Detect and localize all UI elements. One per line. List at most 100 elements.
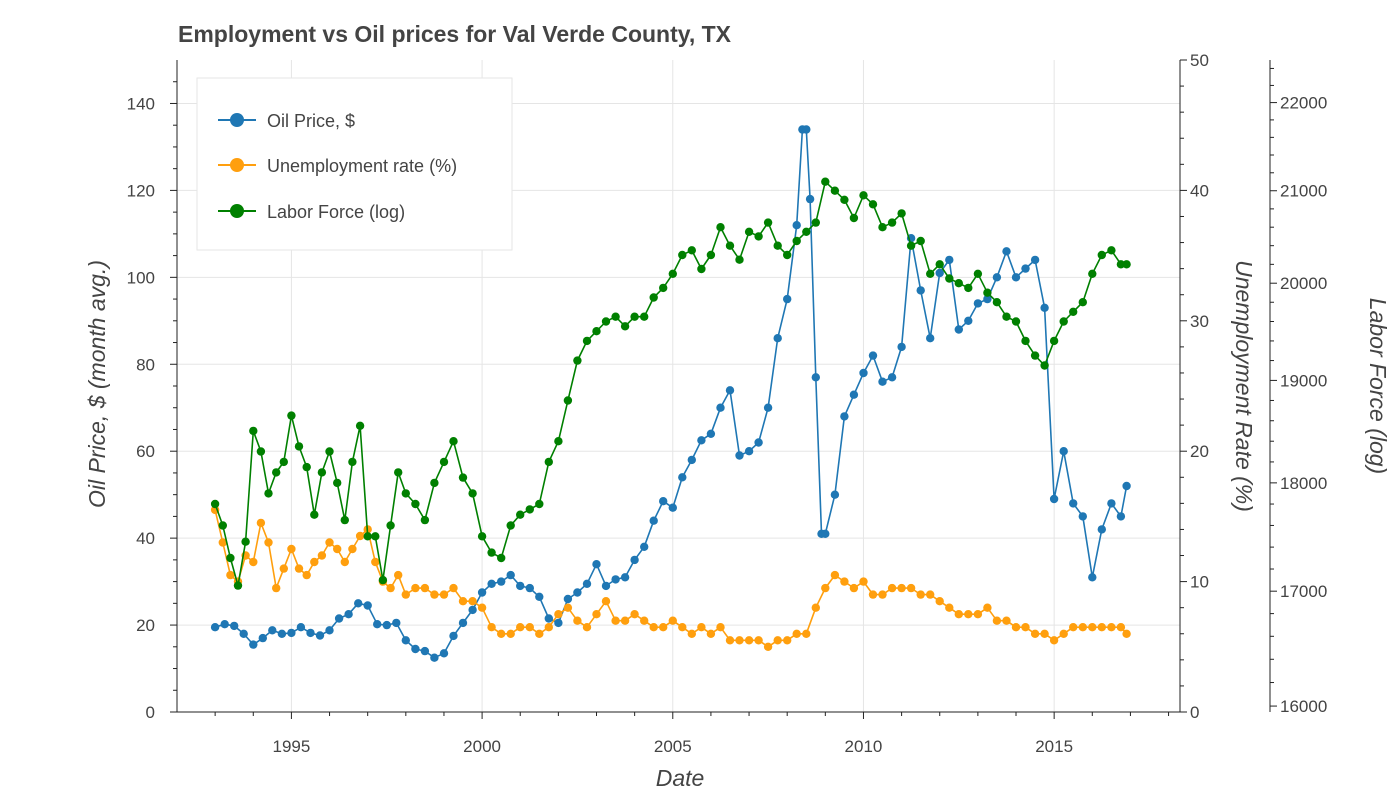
data-point-oil-price (659, 497, 668, 506)
data-point-oil-price (592, 560, 601, 569)
data-point-oil-price (859, 368, 868, 378)
data-point-oil-price (1059, 447, 1068, 456)
data-point-oil-price (1097, 525, 1107, 534)
data-point-labor-force (544, 457, 553, 467)
data-point-labor-force (821, 177, 830, 186)
data-point-labor-force (811, 218, 820, 227)
data-point-oil-price (992, 273, 1002, 282)
data-point-oil-price (954, 325, 963, 334)
series-line-unemployment-rate (214, 509, 1128, 648)
data-point-labor-force (294, 442, 304, 451)
data-point-unemployment-rate (906, 583, 916, 593)
data-point-labor-force (906, 241, 916, 250)
data-point-labor-force (1097, 250, 1107, 260)
data-point-labor-force (218, 521, 227, 530)
data-point-unemployment-rate (525, 623, 534, 632)
x-tick-label: 2005 (654, 737, 692, 756)
right1-tick-label: 30 (1190, 312, 1209, 331)
data-point-oil-price (821, 529, 830, 538)
data-point-labor-force (516, 510, 525, 519)
data-point-oil-price (1021, 264, 1030, 273)
right2-tick-label: 21000 (1280, 182, 1327, 201)
data-point-oil-price (754, 438, 763, 447)
data-point-labor-force (935, 260, 944, 269)
data-point-oil-price (315, 631, 325, 640)
data-point-oil-price (334, 614, 344, 623)
data-point-oil-price (945, 255, 954, 265)
data-point-oil-price (1030, 255, 1040, 265)
data-point-unemployment-rate (1011, 623, 1021, 632)
data-point-labor-force (1069, 307, 1078, 316)
data-point-labor-force (744, 227, 754, 236)
right2-axis-label: Labor Force (log) (1365, 298, 1391, 474)
left-tick-label: 40 (136, 529, 155, 548)
data-point-labor-force (563, 396, 573, 405)
right1-tick-label: 0 (1190, 703, 1199, 722)
data-point-unemployment-rate (868, 590, 878, 599)
data-point-oil-price (1116, 512, 1126, 521)
data-point-unemployment-rate (573, 616, 582, 625)
data-point-unemployment-rate (264, 538, 273, 547)
data-point-unemployment-rate (386, 583, 395, 593)
data-point-unemployment-rate (859, 577, 868, 586)
data-point-oil-price (1107, 499, 1116, 508)
data-point-oil-price (973, 299, 983, 308)
data-point-oil-price (725, 386, 735, 395)
data-point-oil-price (354, 599, 363, 608)
data-point-unemployment-rate (582, 623, 592, 632)
data-point-unemployment-rate (1088, 623, 1097, 632)
data-point-oil-price (420, 646, 430, 656)
data-point-labor-force (678, 250, 687, 260)
data-point-unemployment-rate (516, 623, 525, 632)
data-point-unemployment-rate (716, 623, 725, 632)
data-point-labor-force (773, 241, 782, 250)
right1-tick-label: 20 (1190, 442, 1209, 461)
data-point-labor-force (659, 283, 668, 293)
data-point-oil-price (878, 377, 887, 386)
data-point-unemployment-rate (497, 629, 506, 638)
data-point-labor-force (411, 499, 420, 509)
data-point-oil-price (649, 516, 658, 525)
data-point-oil-price (287, 628, 296, 638)
data-point-labor-force (1040, 361, 1049, 370)
data-point-unemployment-rate (792, 629, 801, 638)
data-point-labor-force (792, 236, 801, 246)
data-point-labor-force (386, 521, 395, 530)
data-point-unemployment-rate (735, 636, 744, 645)
data-point-unemployment-rate (887, 583, 897, 593)
data-point-unemployment-rate (348, 544, 357, 554)
data-point-labor-force (378, 575, 388, 585)
data-point-labor-force (554, 437, 563, 446)
data-point-labor-force (233, 581, 243, 590)
data-point-unemployment-rate (592, 610, 601, 619)
data-point-labor-force (992, 298, 1002, 307)
data-point-unemployment-rate (1122, 629, 1131, 638)
data-point-unemployment-rate (218, 538, 227, 547)
series-oil-price (210, 125, 1131, 662)
data-point-unemployment-rate (640, 616, 649, 625)
left-tick-label: 0 (146, 703, 155, 722)
data-point-oil-price (640, 542, 649, 551)
data-point-unemployment-rate (439, 590, 449, 599)
data-point-labor-force (983, 288, 992, 297)
data-point-unemployment-rate (964, 610, 973, 619)
data-point-labor-force (525, 505, 534, 514)
data-point-labor-force (954, 279, 963, 288)
data-point-labor-force (535, 499, 544, 509)
data-point-labor-force (430, 478, 439, 488)
left-tick-label: 140 (127, 94, 155, 113)
data-point-oil-price (697, 436, 706, 445)
data-point-unemployment-rate (678, 623, 687, 632)
data-point-oil-price (449, 631, 458, 641)
data-point-labor-force (754, 232, 763, 241)
data-point-labor-force (401, 489, 410, 498)
data-point-oil-price (1078, 512, 1088, 521)
data-point-oil-price (430, 653, 439, 662)
data-point-oil-price (392, 618, 401, 628)
chart-title: Employment vs Oil prices for Val Verde C… (178, 21, 732, 47)
data-point-labor-force (916, 236, 925, 246)
data-point-unemployment-rate (1097, 623, 1107, 632)
data-point-oil-price (210, 623, 220, 632)
data-point-unemployment-rate (754, 636, 763, 645)
data-point-unemployment-rate (611, 616, 620, 625)
